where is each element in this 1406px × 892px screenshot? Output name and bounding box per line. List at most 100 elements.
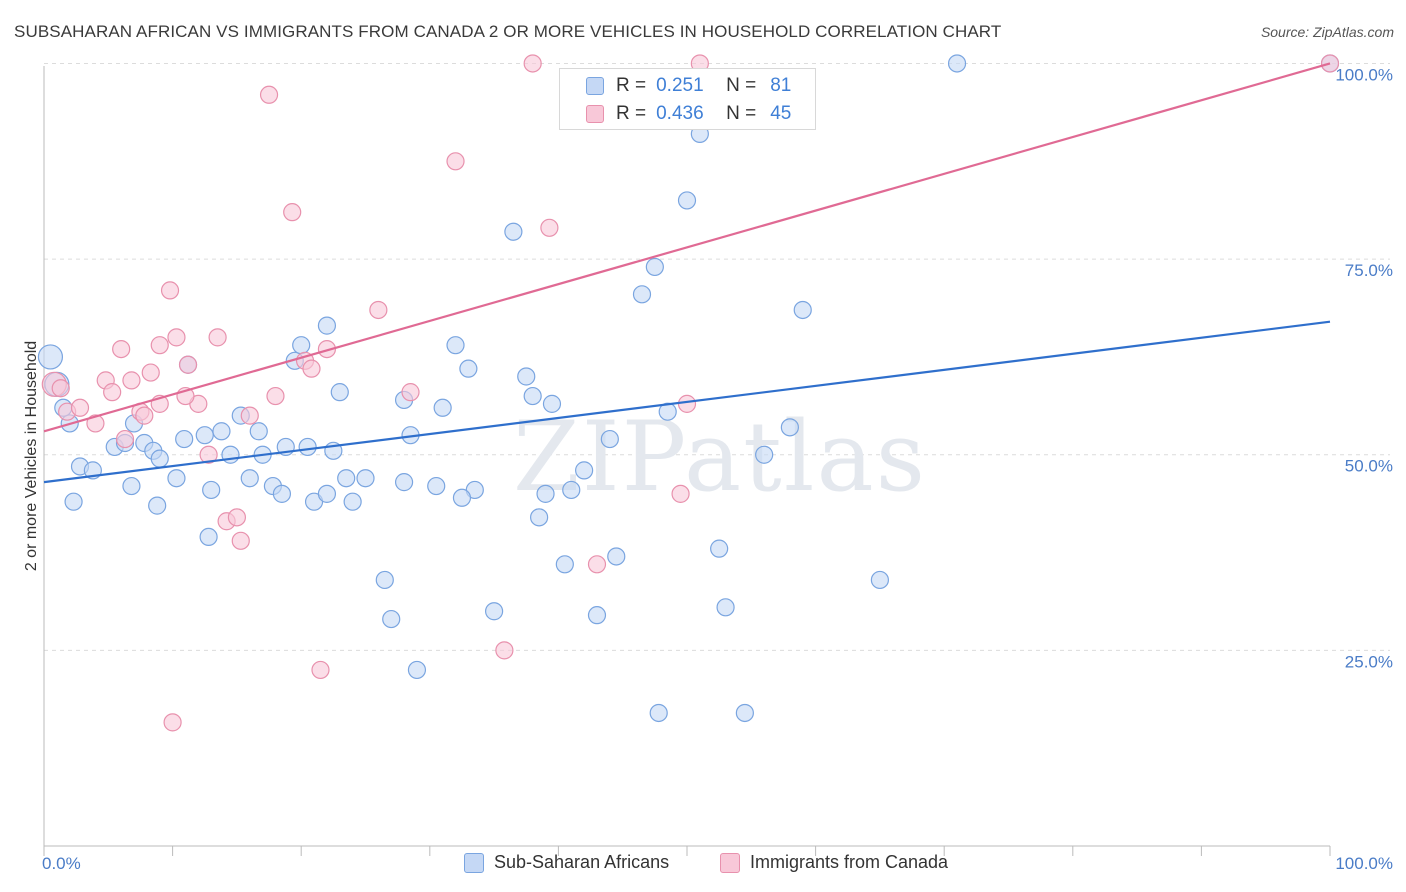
point-sub-saharan-africans [317,316,337,335]
point-sub-saharan-africans [530,508,549,527]
point-immigrants-from-canada [160,281,180,300]
point-sub-saharan-africans [427,476,446,496]
legend-row-blue: R = 0.251 N = 81 [560,71,791,101]
point-sub-saharan-africans [240,469,259,488]
point-immigrants-from-canada [369,300,388,320]
point-sub-saharan-africans [677,191,697,210]
n-value: 81 [770,75,792,96]
point-immigrants-from-canada [141,363,160,382]
point-sub-saharan-africans [298,437,317,457]
point-sub-saharan-africans [452,488,472,507]
point-immigrants-from-canada [231,531,250,550]
point-sub-saharan-africans [433,398,452,417]
point-immigrants-from-canada [259,85,279,104]
point-sub-saharan-africans [148,496,167,515]
point-immigrants-from-canada [677,394,697,413]
grid-lines [44,62,1390,651]
point-sub-saharan-africans [356,469,375,488]
point-immigrants-from-canada [178,355,198,374]
legend-label: Immigrants from Canada [750,852,949,872]
legend-item-immigrants-from-canada: Immigrants from Canada [720,852,948,873]
point-sub-saharan-africans [600,429,619,449]
legend-row-pink: R = 0.436 N = 45 [560,99,791,129]
point-sub-saharan-africans [517,367,536,386]
point-sub-saharan-africans [199,527,218,547]
point-sub-saharan-africans [793,300,812,320]
point-sub-saharan-africans [735,703,754,723]
point-sub-saharan-africans [645,257,664,277]
y-tick-label: 100.0% [1335,65,1393,84]
x-tick-label: 100.0% [1335,854,1393,873]
point-immigrants-from-canada [103,383,122,402]
point-immigrants-from-canada [208,328,227,347]
point-immigrants-from-canada [240,406,259,425]
watermark: ZIPatlas [513,401,927,513]
legend-swatch-blue [464,852,484,873]
trend-line [43,320,1331,484]
points-sub-saharan-africans [37,54,1340,723]
correlation-legend: R = 0.251 N = 81 R = 0.436 N = 45 [559,68,816,130]
point-sub-saharan-africans [780,418,799,437]
point-sub-saharan-africans [317,484,337,503]
r-value: 0.251 [656,75,704,96]
tick-labels: 25.0% 50.0% 75.0% 100.0% 0.0% 100.0% [42,65,1393,873]
point-sub-saharan-africans [292,336,311,355]
point-immigrants-from-canada [122,371,141,390]
point-sub-saharan-africans [202,480,221,500]
axes [43,66,1331,856]
point-immigrants-from-canada [163,713,182,732]
point-sub-saharan-africans [658,402,677,421]
point-sub-saharan-africans [870,570,890,590]
point-immigrants-from-canada [70,398,90,417]
point-immigrants-from-canada [150,336,169,355]
point-immigrants-from-canada [135,406,154,425]
point-immigrants-from-canada [86,414,105,433]
points-immigrants-from-canada [41,54,1340,732]
trend-line [43,62,1331,433]
point-immigrants-from-canada [115,429,135,449]
trend-lines [43,62,1331,484]
point-immigrants-from-canada [283,203,302,222]
legend-label: Sub-Saharan Africans [494,852,670,872]
legend-swatch-blue [586,77,604,95]
source-label: Source: ZipAtlas.com [1260,24,1394,40]
point-immigrants-from-canada [199,445,218,464]
point-sub-saharan-africans [947,54,967,73]
point-sub-saharan-africans [459,359,478,378]
point-immigrants-from-canada [317,339,337,359]
point-sub-saharan-africans [710,539,729,558]
point-sub-saharan-africans [122,476,141,496]
point-immigrants-from-canada [523,54,542,73]
point-sub-saharan-africans [485,602,504,621]
point-sub-saharan-africans [607,547,626,566]
y-axis-label: 2 or more Vehicles in Household [23,341,40,571]
point-immigrants-from-canada [446,152,465,171]
point-sub-saharan-africans [64,492,83,511]
point-immigrants-from-canada [302,359,321,378]
point-sub-saharan-africans [407,660,427,680]
point-sub-saharan-africans [330,383,349,402]
point-sub-saharan-africans [175,429,194,449]
legend-swatch-pink [586,105,604,123]
point-immigrants-from-canada [671,484,690,503]
point-sub-saharan-africans [394,473,414,492]
point-sub-saharan-africans [37,344,64,370]
point-immigrants-from-canada [51,379,70,398]
point-immigrants-from-canada [112,339,131,359]
point-sub-saharan-africans [195,426,214,445]
point-sub-saharan-africans [536,484,555,503]
point-sub-saharan-africans [716,598,735,617]
y-tick-label: 25.0% [1345,652,1393,671]
point-immigrants-from-canada [167,328,186,347]
legend-item-sub-saharan-africans: Sub-Saharan Africans [464,852,669,873]
n-value: 45 [770,103,792,124]
point-sub-saharan-africans [523,386,542,406]
point-sub-saharan-africans [542,394,562,413]
point-immigrants-from-canada [587,555,607,574]
point-immigrants-from-canada [266,386,285,406]
n-label: N = [726,103,757,124]
n-label: N = [726,75,757,96]
point-sub-saharan-africans [632,285,652,304]
point-sub-saharan-africans [587,606,607,625]
